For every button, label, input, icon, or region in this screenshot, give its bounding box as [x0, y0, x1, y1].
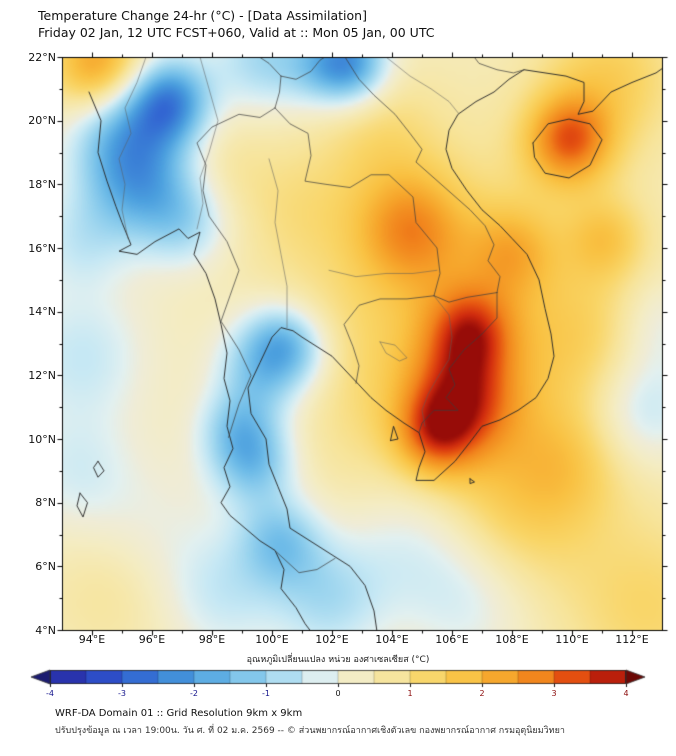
y-tick-label: 10°N — [28, 432, 56, 446]
colorbar-tick-label: 1 — [407, 689, 413, 698]
y-tick-label: 22°N — [28, 50, 56, 64]
x-tick-label: 102°E — [315, 633, 349, 646]
x-tick-label: 106°E — [435, 633, 469, 646]
x-tick-label: 110°E — [555, 633, 589, 646]
colorbar-tick-label: -3 — [118, 689, 126, 698]
y-tick-label: 18°N — [28, 177, 56, 191]
colorbar-tick-label: 2 — [479, 689, 485, 698]
colorbar-tick-label: 4 — [623, 689, 629, 698]
x-tick-label: 104°E — [375, 633, 409, 646]
title-line-2: Friday 02 Jan, 12 UTC FCST+060, Valid at… — [38, 25, 435, 40]
footer-attribution: ปรับปรุงข้อมูล ณ เวลา 19:00น. วัน ศ. ที่… — [55, 726, 565, 736]
figure-title: Temperature Change 24-hr (°C) - [Data As… — [38, 7, 434, 41]
colorbar-tick-label: 0 — [335, 689, 341, 698]
x-tick-label: 108°E — [495, 633, 529, 646]
colorbar-tick-label: 3 — [551, 689, 557, 698]
colorbar — [28, 668, 648, 688]
colorbar-tick-label: -2 — [190, 689, 198, 698]
colorbar-label: อุณหภูมิเปลี่ยนแปลง หน่วย องศาเซลเซียส (… — [246, 655, 430, 665]
y-tick-label: 20°N — [28, 114, 56, 128]
footer-domain-info: WRF-DA Domain 01 :: Grid Resolution 9km … — [55, 708, 303, 719]
y-tick-label: 6°N — [35, 559, 56, 573]
x-tick-label: 98°E — [198, 633, 226, 646]
x-tick-label: 100°E — [255, 633, 289, 646]
y-tick-label: 8°N — [35, 496, 56, 510]
temperature-change-map — [0, 48, 676, 648]
title-line-1: Temperature Change 24-hr (°C) - [Data As… — [38, 8, 367, 23]
y-tick-label: 4°N — [35, 623, 56, 637]
x-tick-label: 96°E — [138, 633, 166, 646]
colorbar-tick-label: -1 — [262, 689, 270, 698]
y-tick-label: 12°N — [28, 368, 56, 382]
x-tick-label: 94°E — [78, 633, 106, 646]
x-tick-label: 112°E — [615, 633, 649, 646]
colorbar-tick-label: -4 — [46, 689, 54, 698]
y-tick-label: 16°N — [28, 241, 56, 255]
y-tick-label: 14°N — [28, 305, 56, 319]
